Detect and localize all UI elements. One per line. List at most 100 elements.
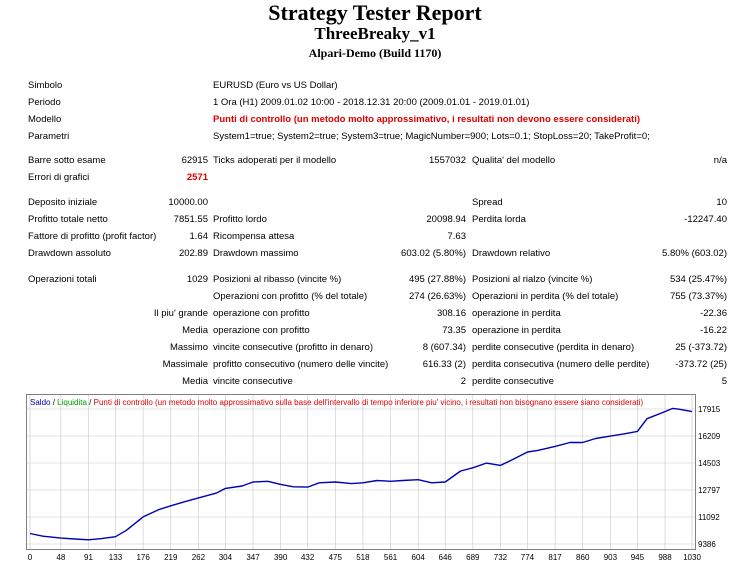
largest-loss-label: operazione in perdita bbox=[472, 308, 561, 319]
loss-trades-value: 755 (73.37%) bbox=[669, 291, 727, 302]
x-tick-label: 817 bbox=[548, 553, 562, 562]
avg-loss-label: operazione in perdita bbox=[472, 325, 561, 336]
long-positions-label: Posizioni al rialzo (vincite %) bbox=[472, 274, 593, 285]
x-tick-label: 988 bbox=[658, 553, 672, 562]
chart-legend: Saldo / Liquidita / Punti di controllo (… bbox=[30, 398, 644, 407]
average-label: Media bbox=[182, 325, 208, 336]
spread-label: Spread bbox=[472, 197, 503, 208]
x-tick-label: 219 bbox=[164, 553, 178, 562]
maximal-label: Massimale bbox=[162, 359, 208, 370]
x-tick-label: 390 bbox=[274, 553, 288, 562]
rel-drawdown-value: 5.80% (603.02) bbox=[662, 248, 727, 259]
model-label: Modello bbox=[28, 114, 62, 125]
x-tick-label: 1030 bbox=[683, 553, 701, 562]
largest-profit-label: operazione con profitto bbox=[213, 308, 310, 319]
avg-profit-value: 73.35 bbox=[442, 325, 466, 336]
x-tick-label: 561 bbox=[384, 553, 398, 562]
largest-profit-value: 308.16 bbox=[436, 308, 466, 319]
rel-drawdown-label: Drawdown relativo bbox=[472, 248, 551, 259]
x-tick-label: 91 bbox=[84, 553, 93, 562]
x-tick-label: 903 bbox=[604, 553, 618, 562]
legend-balance: Saldo bbox=[30, 398, 51, 407]
y-tick-label: 16209 bbox=[698, 432, 721, 441]
x-tick-label: 774 bbox=[521, 553, 535, 562]
legend-note: Punti di controllo (un metodo molto appr… bbox=[94, 398, 644, 407]
avg-cons-wins-value: 2 bbox=[460, 376, 466, 387]
y-tick-label: 11092 bbox=[698, 513, 720, 522]
y-tick-label: 12797 bbox=[698, 486, 721, 495]
maximal-loss-label: perdita consecutiva (numero delle perdit… bbox=[472, 359, 650, 370]
x-tick-label: 518 bbox=[356, 553, 370, 562]
payoff-value: 7.63 bbox=[447, 231, 467, 242]
total-trades-value: 1029 bbox=[186, 274, 208, 285]
total-trades-label: Operazioni totali bbox=[28, 274, 97, 285]
avg-cons-wins-label: vincite consecutive bbox=[213, 376, 293, 387]
maximal-profit-label: profitto consecutivo (numero delle vinci… bbox=[213, 359, 389, 370]
avg-cons-losses-label: perdite consecutive bbox=[472, 376, 554, 387]
quality-label: Qualita' del modello bbox=[472, 155, 556, 166]
max-cons-losses-label: perdite consecutive (perdita in denaro) bbox=[472, 342, 635, 353]
bars-label: Barre sotto esame bbox=[28, 155, 106, 166]
model-value: Punti di controllo (un metodo molto appr… bbox=[213, 114, 641, 125]
quality-value: n/a bbox=[713, 155, 727, 166]
max-cons-wins-value: 8 (607.34) bbox=[422, 342, 466, 353]
x-tick-label: 432 bbox=[301, 553, 315, 562]
chart-frame bbox=[26, 394, 696, 550]
average-consecutive-label: Media bbox=[182, 376, 208, 387]
y-tick-label: 17915 bbox=[698, 405, 721, 414]
profit-trades-label: Operazioni con profitto (% del totale) bbox=[213, 291, 368, 302]
maximal-profit-value: 616.33 (2) bbox=[422, 359, 466, 370]
abs-drawdown-label: Drawdown assoluto bbox=[28, 248, 111, 259]
server-info: Alpari-Demo (Build 1170) bbox=[308, 46, 442, 60]
gross-loss-value: -12247.40 bbox=[684, 214, 727, 225]
bars-value: 62915 bbox=[181, 155, 208, 166]
x-tick-label: 945 bbox=[631, 553, 645, 562]
x-tick-label: 646 bbox=[439, 553, 453, 562]
x-tick-label: 176 bbox=[136, 553, 150, 562]
x-tick-label: 48 bbox=[56, 553, 65, 562]
errors-value: 2571 bbox=[186, 172, 208, 183]
legend-separator-2: / bbox=[87, 398, 94, 407]
expert-name: ThreeBreaky_v1 bbox=[314, 24, 436, 43]
legend-equity: Liquidita bbox=[57, 398, 87, 407]
legend-separator-1: / bbox=[50, 398, 57, 407]
gross-loss-label: Perdita lorda bbox=[472, 214, 526, 225]
abs-drawdown-value: 202.89 bbox=[178, 248, 208, 259]
x-tick-label: 689 bbox=[466, 553, 480, 562]
profit-trades-value: 274 (26.63%) bbox=[408, 291, 466, 302]
x-tick-label: 732 bbox=[494, 553, 508, 562]
largest-loss-value: -22.36 bbox=[700, 308, 727, 319]
avg-loss-value: -16.22 bbox=[700, 325, 727, 336]
avg-profit-label: operazione con profitto bbox=[213, 325, 310, 336]
x-tick-label: 133 bbox=[109, 553, 123, 562]
y-tick-label: 14503 bbox=[698, 459, 721, 468]
largest-label: Il piu' grande bbox=[153, 308, 208, 319]
profit-factor-label: Fattore di profitto (profit factor) bbox=[28, 231, 157, 242]
long-positions-value: 534 (25.47%) bbox=[669, 274, 727, 285]
gross-profit-value: 20098.94 bbox=[426, 214, 466, 225]
x-tick-label: 604 bbox=[412, 553, 426, 562]
x-tick-label: 475 bbox=[329, 553, 343, 562]
payoff-label: Ricompensa attesa bbox=[213, 231, 295, 242]
y-tick-label: 9386 bbox=[698, 540, 716, 549]
profit-factor-value: 1.64 bbox=[189, 231, 209, 242]
maximal-loss-value: -373.72 (25) bbox=[675, 359, 727, 370]
x-tick-label: 262 bbox=[192, 553, 206, 562]
balance-chart-svg: Saldo / Liquidita / Punti di controllo (… bbox=[26, 394, 721, 562]
ticks-value: 1557032 bbox=[429, 155, 466, 166]
net-profit-label: Profitto totale netto bbox=[28, 214, 108, 225]
balance-line bbox=[29, 407, 693, 541]
short-positions-label: Posizioni al ribasso (vincite %) bbox=[213, 274, 342, 285]
net-profit-value: 7851.55 bbox=[173, 214, 208, 225]
max-drawdown-label: Drawdown massimo bbox=[213, 248, 299, 259]
period-value: 1 Ora (H1) 2009.01.02 10:00 - 2018.12.31… bbox=[213, 97, 530, 108]
avg-cons-losses-value: 5 bbox=[721, 376, 727, 387]
report-title: Strategy Tester Report bbox=[268, 0, 482, 25]
gross-profit-label: Profitto lordo bbox=[213, 214, 267, 225]
x-tick-label: 860 bbox=[576, 553, 590, 562]
spread-value: 10 bbox=[716, 197, 727, 208]
short-positions-value: 495 (27.88%) bbox=[408, 274, 466, 285]
max-cons-wins-label: vincite consecutive (profitto in denaro) bbox=[213, 342, 373, 353]
max-drawdown-value: 603.02 (5.80%) bbox=[401, 248, 466, 259]
deposit-value: 10000.00 bbox=[168, 197, 208, 208]
